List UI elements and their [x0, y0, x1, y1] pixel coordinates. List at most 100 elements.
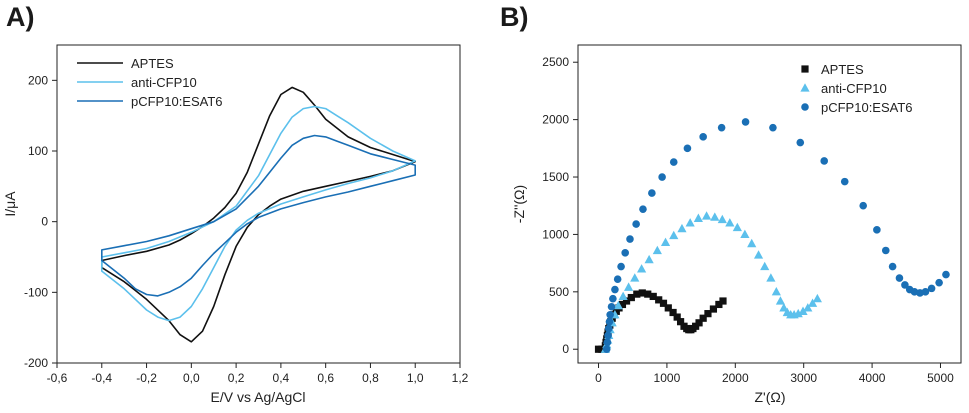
eis-point-anti-cfp10	[613, 300, 623, 310]
eis-legend-label-anti-cfp10: anti-CFP10	[821, 81, 887, 96]
eis-point-anti-cfp10	[637, 264, 647, 273]
eis-point-anti-cfp10	[669, 230, 679, 240]
eis-point-pcfp10-esat6	[683, 144, 692, 153]
eis-x-tick-label: 4000	[859, 371, 886, 385]
eis-x-tick-label: 5000	[927, 371, 954, 385]
panel-a-label: A)	[6, 2, 35, 32]
eis-point-pcfp10-esat6	[769, 123, 777, 132]
cv-x-axis-label: E/V vs Ag/AgCl	[211, 389, 306, 405]
eis-point-pcfp10-esat6	[888, 262, 897, 271]
eis-point-anti-cfp10	[793, 308, 803, 318]
cv-x-tick-label: 0,4	[273, 371, 290, 385]
eis-y-tick-label: 2000	[542, 113, 569, 127]
eis-point-pcfp10-esat6	[632, 220, 640, 228]
eis-point-pcfp10-esat6	[796, 138, 805, 147]
eis-point-aptes	[622, 297, 631, 305]
eis-point-pcfp10-esat6	[942, 270, 950, 279]
eis-point-pcfp10-esat6	[921, 288, 930, 296]
eis-point-pcfp10-esat6	[895, 274, 904, 282]
eis-point-pcfp10-esat6	[607, 302, 616, 311]
cv-x-tick-label: 1,0	[407, 371, 424, 385]
cv-plot-frame	[56, 44, 461, 364]
eis-point-anti-cfp10	[717, 214, 727, 224]
cv-chart: E/V vs Ag/AgCl I/μA -0,6 -0,4 -0,2 0,0 0,2 0,…	[2, 44, 469, 405]
eis-legend-marker-anti-cfp10	[800, 83, 810, 92]
eis-point-aptes	[676, 318, 685, 326]
eis-point-aptes	[719, 297, 727, 305]
eis-point-aptes	[644, 290, 652, 298]
eis-point-anti-cfp10	[747, 238, 757, 248]
cv-legend-label-pcfp10-esat6: pCFP10:ESAT6	[131, 94, 223, 109]
cv-x-tick-label: 0,2	[228, 371, 245, 385]
eis-point-pcfp10-esat6	[859, 201, 867, 210]
eis-x-tick-label: 1000	[654, 371, 681, 385]
eis-y-tick-label: 1000	[542, 227, 569, 241]
eis-point-anti-cfp10	[685, 218, 695, 227]
eis-point-pcfp10-esat6	[613, 275, 622, 283]
eis-point-anti-cfp10	[710, 212, 720, 221]
eis-point-anti-cfp10	[624, 282, 634, 291]
eis-point-aptes	[704, 310, 712, 318]
eis-point-pcfp10-esat6	[639, 205, 647, 213]
eis-point-anti-cfp10	[803, 303, 813, 312]
cv-legend-label-aptes: APTES	[131, 56, 174, 71]
cv-series-pcfp10-esat6	[101, 134, 416, 297]
eis-point-aptes	[655, 296, 663, 304]
eis-point-pcfp10-esat6	[604, 324, 613, 333]
cv-x-tick-label: 1,2	[452, 371, 469, 385]
eis-point-aptes	[709, 305, 718, 313]
eis-point-pcfp10-esat6	[717, 123, 726, 132]
eis-legend-label-aptes: APTES	[821, 62, 864, 77]
eis-point-pcfp10-esat6	[605, 317, 614, 326]
eis-point-anti-cfp10	[725, 218, 735, 227]
eis-point-aptes	[638, 289, 646, 297]
eis-y-tick-label: 0	[562, 342, 569, 356]
cv-x-tick-label: 0,8	[362, 371, 379, 385]
eis-point-anti-cfp10	[618, 291, 628, 301]
cv-x-tick-label: -0,4	[91, 371, 112, 385]
cv-legend-label-anti-cfp10: anti-CFP10	[131, 75, 197, 90]
eis-point-anti-cfp10	[760, 261, 770, 271]
eis-point-pcfp10-esat6	[873, 226, 881, 234]
eis-point-pcfp10-esat6	[927, 284, 936, 293]
eis-x-tick-label: 2000	[722, 371, 749, 385]
eis-point-pcfp10-esat6	[669, 158, 678, 166]
eis-x-tick-label: 0	[595, 371, 602, 385]
cv-y-axis-label: I/μA	[2, 191, 18, 217]
eis-y-axis-label: -Z''(Ω)	[511, 185, 527, 223]
eis-point-pcfp10-esat6	[602, 345, 611, 354]
eis-point-pcfp10-esat6	[611, 285, 619, 294]
eis-point-aptes	[664, 304, 672, 312]
cv-y-tick-label: -100	[24, 285, 48, 299]
cv-legend: APTES anti-CFP10 pCFP10:ESAT6	[77, 56, 223, 109]
cv-x-tick-label: 0,6	[317, 371, 334, 385]
eis-point-pcfp10-esat6	[741, 118, 750, 126]
eis-point-anti-cfp10	[732, 222, 742, 232]
eis-point-anti-cfp10	[766, 273, 776, 282]
cv-x-tick-label: -0,6	[47, 371, 68, 385]
eis-point-anti-cfp10	[644, 254, 654, 264]
eis-point-pcfp10-esat6	[604, 331, 612, 340]
cv-y-tick-label: 0	[41, 215, 48, 229]
eis-y-tick-label: 2500	[542, 55, 569, 69]
eis-point-pcfp10-esat6	[901, 281, 909, 289]
eis-point-pcfp10-esat6	[617, 262, 625, 271]
eis-point-aptes	[659, 299, 668, 307]
eis-y-tick-label: 500	[549, 285, 569, 299]
cv-x-tick-label: 0,0	[183, 371, 200, 385]
cv-y-tick-label: 200	[28, 73, 48, 87]
eis-point-pcfp10-esat6	[603, 338, 612, 347]
eis-point-aptes	[695, 319, 703, 327]
eis-point-aptes	[649, 292, 657, 301]
eis-point-aptes	[633, 290, 641, 298]
eis-point-pcfp10-esat6	[658, 173, 666, 181]
eis-legend-marker-aptes	[801, 65, 809, 73]
eis-plot-frame	[577, 44, 962, 364]
eis-y-tick-label: 1500	[542, 170, 569, 184]
eis-point-pcfp10-esat6	[699, 133, 707, 141]
eis-point-anti-cfp10	[753, 250, 764, 259]
eis-chart: Z'(Ω) -Z''(Ω) 0 1000 2000 3000 4000 5000 0 500…	[511, 44, 962, 405]
eis-point-pcfp10-esat6	[840, 177, 849, 186]
eis-point-pcfp10-esat6	[609, 294, 617, 303]
